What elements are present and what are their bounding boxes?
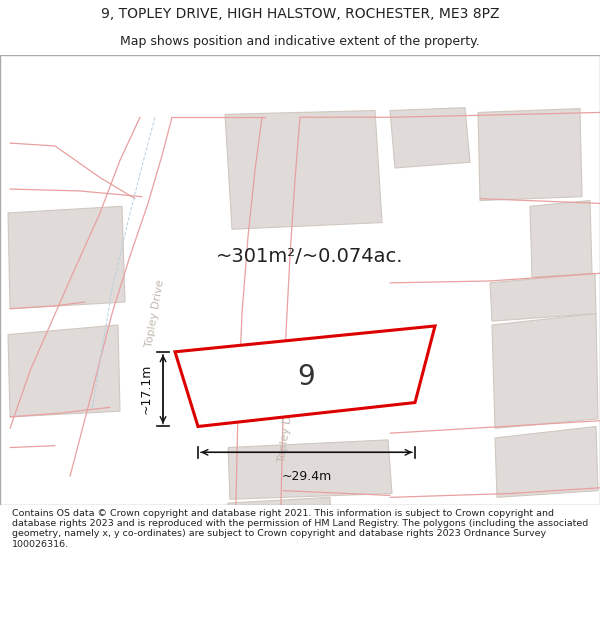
Polygon shape <box>175 326 435 426</box>
Polygon shape <box>228 440 392 499</box>
Text: Topley Drive: Topley Drive <box>277 394 297 463</box>
Polygon shape <box>8 325 120 417</box>
Polygon shape <box>530 201 592 277</box>
Text: ~301m²/~0.074ac.: ~301m²/~0.074ac. <box>216 247 404 266</box>
Polygon shape <box>228 498 332 547</box>
Text: ~17.1m: ~17.1m <box>140 364 153 414</box>
Text: 9, TOPLEY DRIVE, HIGH HALSTOW, ROCHESTER, ME3 8PZ: 9, TOPLEY DRIVE, HIGH HALSTOW, ROCHESTER… <box>101 7 499 21</box>
Text: Topley Drive: Topley Drive <box>144 279 166 348</box>
Polygon shape <box>390 107 470 168</box>
Polygon shape <box>495 426 598 498</box>
Text: Contains OS data © Crown copyright and database right 2021. This information is : Contains OS data © Crown copyright and d… <box>12 509 588 549</box>
Polygon shape <box>478 109 582 201</box>
Polygon shape <box>492 314 598 428</box>
Polygon shape <box>490 273 596 321</box>
Polygon shape <box>225 111 382 229</box>
Text: 9: 9 <box>297 362 314 391</box>
Text: ~29.4m: ~29.4m <box>281 469 332 482</box>
Text: Map shows position and indicative extent of the property.: Map shows position and indicative extent… <box>120 35 480 48</box>
Polygon shape <box>8 206 125 309</box>
